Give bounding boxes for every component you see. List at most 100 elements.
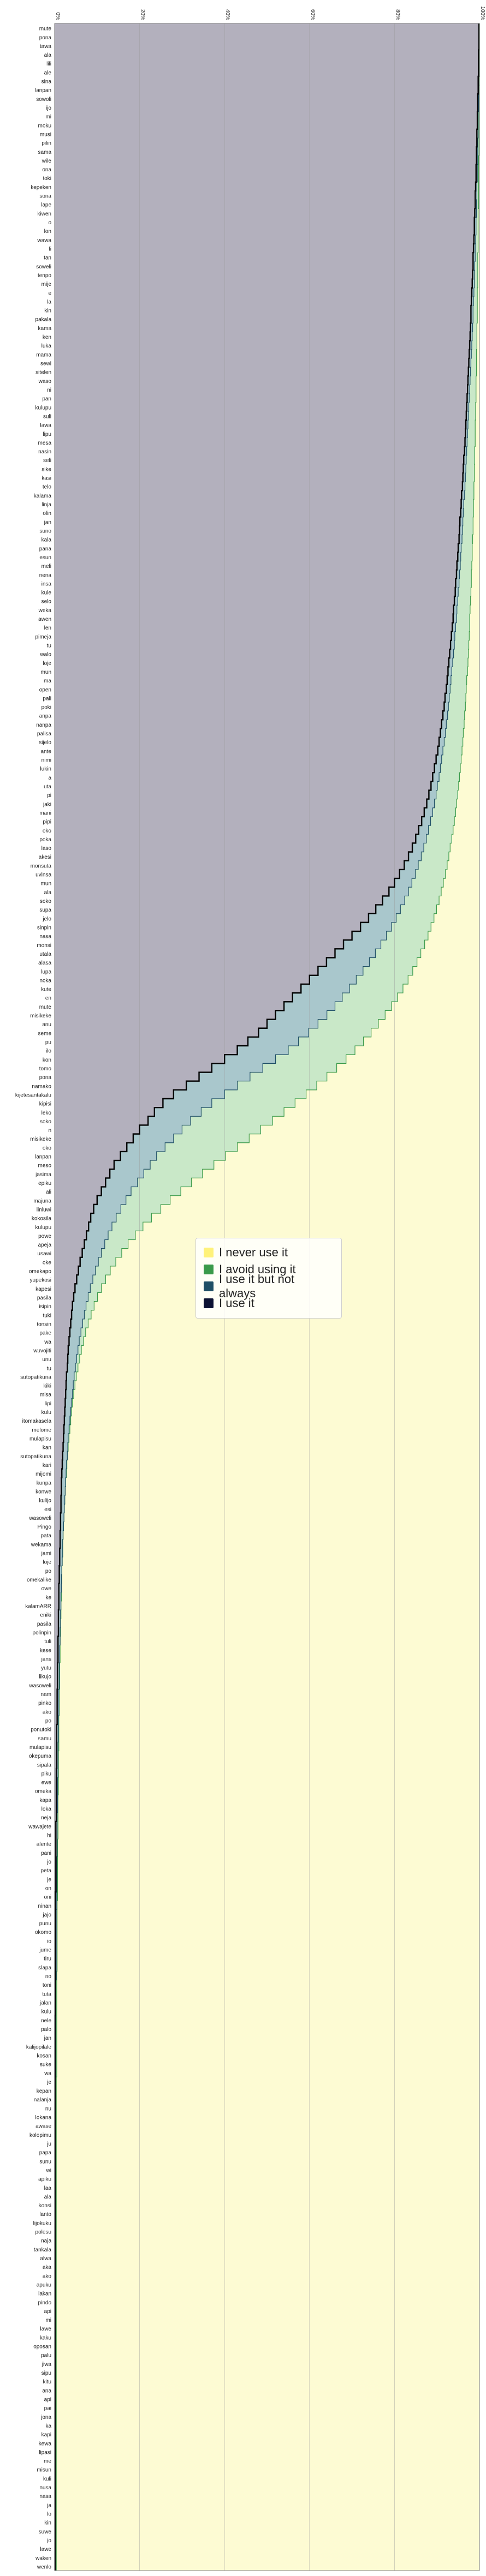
category-label: ale — [44, 70, 52, 76]
category-label: pimeja — [35, 634, 52, 640]
category-label: li — [49, 246, 51, 252]
category-label: kalijopilale — [26, 2044, 52, 2050]
category-label: nu — [45, 2106, 51, 2112]
category-label: pana — [39, 546, 52, 552]
category-label: usawi — [37, 1251, 51, 1257]
category-label: samu — [38, 1736, 51, 1742]
category-label: ponutoki — [31, 1727, 51, 1733]
category-label: nam — [41, 1692, 51, 1698]
category-label: aka — [43, 2265, 52, 2271]
category-label: kiki — [44, 1383, 51, 1389]
category-label: po — [45, 1568, 52, 1574]
category-label: ali — [46, 1189, 51, 1195]
category-label: awen — [38, 616, 51, 622]
category-label: meli — [42, 564, 51, 570]
category-label: ana — [42, 2388, 51, 2394]
category-label: wenlo — [37, 2564, 52, 2570]
category-label: kapi — [42, 2432, 51, 2438]
category-label: kalama — [34, 493, 52, 499]
category-label: nalanja — [34, 2097, 52, 2103]
category-label: insa — [42, 581, 52, 587]
category-label: kala — [42, 537, 52, 543]
category-label: telo — [43, 484, 52, 490]
category-label: toki — [43, 176, 51, 182]
category-label: alente — [37, 1842, 52, 1848]
x-tick-label: 40% — [224, 9, 230, 20]
category-label: ilo — [46, 1049, 51, 1055]
category-label: kokosila — [32, 1216, 52, 1222]
category-label: seli — [43, 458, 51, 464]
category-label: sunu — [39, 2159, 51, 2165]
x-tick-label: 0% — [55, 13, 61, 21]
category-label: mute — [39, 26, 52, 32]
category-label: wa — [44, 2071, 51, 2077]
category-label: jan — [44, 519, 51, 525]
category-label: kosan — [37, 2053, 51, 2059]
category-label: naja — [41, 2238, 51, 2244]
category-label: lo — [47, 2512, 51, 2518]
category-label: omekapo — [29, 1269, 52, 1275]
line-use-not-always — [55, 23, 479, 2571]
category-label: eniki — [40, 1613, 51, 1619]
category-label: pona — [39, 35, 52, 41]
category-label: lipasi — [39, 2449, 51, 2455]
x-tick-label: 100% — [479, 6, 485, 20]
category-label: uvinsa — [35, 872, 51, 878]
category-label: waso — [38, 379, 52, 385]
category-label: no — [45, 1974, 52, 1980]
category-label: nimi — [42, 758, 51, 764]
category-label: lupa — [41, 969, 51, 975]
category-label: pakala — [35, 317, 52, 323]
category-label: akesi — [39, 854, 51, 860]
category-label: ewe — [42, 1780, 52, 1786]
category-label: kama — [38, 326, 52, 332]
category-label: nusa — [39, 2485, 51, 2491]
category-label: sutopatikuna — [20, 1454, 51, 1460]
category-label: open — [39, 687, 51, 693]
category-label: itomakasela — [22, 1418, 52, 1424]
category-label: jelo — [42, 916, 51, 922]
category-label: n — [48, 1128, 51, 1134]
category-label: ijo — [46, 105, 51, 111]
category-label: kulupu — [35, 1225, 51, 1231]
category-label: luka — [42, 343, 52, 349]
category-label: konwe — [35, 1489, 51, 1495]
category-label: papa — [39, 2150, 52, 2156]
category-label: suli — [43, 414, 51, 420]
category-label: loje — [43, 661, 51, 667]
category-label: nena — [39, 572, 52, 578]
category-label: nele — [41, 2018, 51, 2024]
category-label: apuku — [37, 2282, 51, 2288]
category-label: kalamARR — [25, 1603, 51, 1609]
x-tick-label: 20% — [140, 9, 146, 20]
category-label: kapesi — [35, 1286, 51, 1292]
category-label: kijetesantakalu — [15, 1092, 51, 1098]
legend-item-use: I use it — [204, 1295, 334, 1311]
category-label: wasoweli — [28, 1683, 51, 1689]
category-label: ke — [45, 1595, 51, 1601]
category-label: pasila — [37, 1621, 52, 1627]
category-label: a — [48, 775, 51, 781]
category-label: ja — [46, 2502, 51, 2508]
category-label: soko — [40, 898, 52, 904]
category-label: kolopimu — [29, 2132, 51, 2138]
category-label: wa — [44, 1339, 51, 1345]
legend-item-never: I never use it — [204, 1244, 334, 1261]
category-label: oko — [43, 1145, 52, 1151]
category-label: lanto — [39, 2212, 51, 2218]
category-label: supa — [39, 907, 51, 913]
category-label: mun — [41, 669, 51, 675]
legend-label-never: I never use it — [219, 1245, 288, 1259]
category-label: lakan — [38, 2291, 51, 2297]
category-label: jajo — [42, 1912, 51, 1918]
category-label: misikeke — [30, 1013, 51, 1019]
category-label: poka — [39, 837, 51, 843]
category-label: powe — [38, 1233, 51, 1239]
category-label: utala — [39, 951, 51, 957]
category-label: polesu — [35, 2230, 51, 2236]
category-label: sewi — [40, 361, 51, 367]
category-label: lanpan — [35, 88, 51, 94]
category-label: loje — [43, 1560, 51, 1566]
category-label: pake — [39, 1331, 51, 1337]
